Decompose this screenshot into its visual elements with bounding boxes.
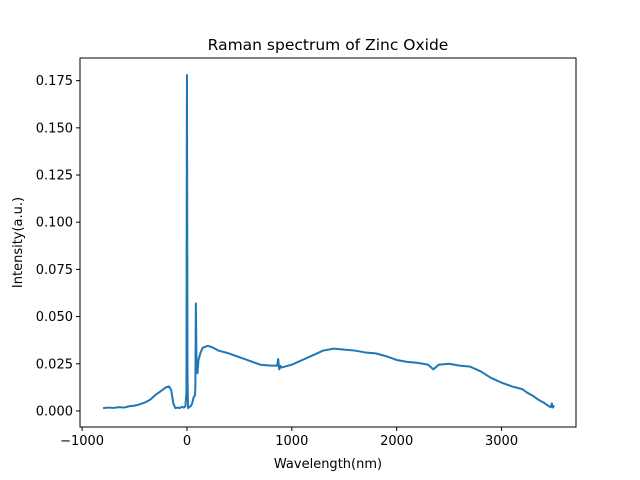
x-tick-label: 2000	[380, 434, 413, 449]
y-tick-label: 0.050	[36, 310, 73, 325]
y-tick-label: 0.000	[36, 404, 73, 419]
y-tick-label: 0.100	[36, 216, 73, 231]
x-tick-label: −1000	[60, 434, 104, 449]
y-tick-label: 0.025	[36, 357, 73, 372]
x-axis-ticks: −1000 0 1000 2000 3000	[60, 427, 518, 449]
y-tick-label: 0.150	[36, 121, 73, 136]
x-tick-label: 1000	[275, 434, 308, 449]
y-axis-label: Intensity(a.u.)	[11, 197, 26, 288]
series-line-0	[102, 73, 555, 410]
y-tick-label: 0.125	[36, 169, 73, 184]
series-group	[102, 73, 555, 410]
y-tick-label: 0.075	[36, 263, 73, 278]
y-tick-label: 0.175	[36, 74, 73, 89]
plot-frame	[79, 57, 577, 428]
x-tick-label: 0	[183, 434, 191, 449]
y-axis-ticks: 0.000 0.025 0.050 0.075 0.100 0.125 0.150 0.175	[36, 74, 80, 419]
chart-title: Raman spectrum of Zinc Oxide	[208, 36, 449, 54]
x-tick-label: 3000	[485, 434, 518, 449]
x-axis-label: Wavelength(nm)	[274, 457, 382, 472]
